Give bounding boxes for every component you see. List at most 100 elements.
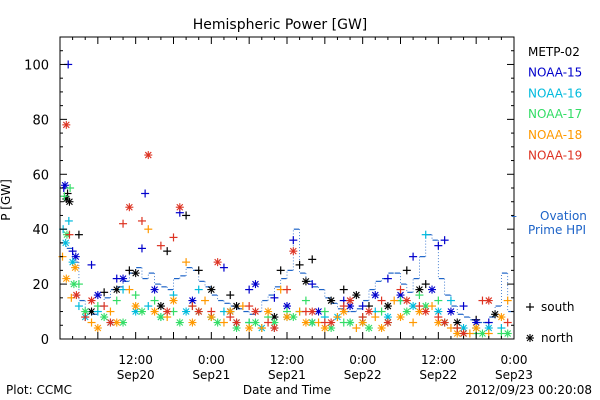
data-point-north bbox=[61, 181, 70, 190]
data-point-north bbox=[125, 203, 134, 212]
data-point-north bbox=[402, 296, 411, 305]
data-point-south bbox=[358, 302, 367, 311]
data-point-north bbox=[491, 310, 500, 319]
data-point-south bbox=[428, 302, 437, 311]
data-point-south bbox=[276, 266, 285, 275]
data-point-north bbox=[301, 277, 310, 286]
data-point-south bbox=[207, 307, 216, 316]
legend-north-marker bbox=[526, 334, 534, 342]
data-point-south bbox=[339, 302, 348, 311]
legend: METP-02 NOAA-15 NOAA-16 NOAA-17 NOAA-18 NOAA-… bbox=[511, 45, 587, 345]
x-tick-label-time: 12:00 bbox=[118, 353, 153, 367]
data-point-south bbox=[144, 302, 153, 311]
data-point-south bbox=[65, 230, 74, 239]
data-point-north bbox=[194, 307, 203, 316]
data-point-north bbox=[106, 318, 115, 327]
data-point-north bbox=[232, 318, 241, 327]
data-point-south bbox=[453, 324, 462, 333]
data-point-south bbox=[219, 263, 228, 272]
data-point-north bbox=[289, 247, 298, 256]
data-point-south bbox=[264, 318, 273, 327]
data-point-north bbox=[163, 307, 172, 316]
data-point-south bbox=[503, 318, 512, 327]
data-point-south bbox=[459, 302, 468, 311]
data-point-north bbox=[87, 296, 96, 305]
data-point-north bbox=[484, 296, 493, 305]
data-point-north bbox=[428, 285, 437, 294]
x-tick-label-time: 12:00 bbox=[270, 353, 305, 367]
data-point-south bbox=[257, 324, 266, 333]
data-point-south bbox=[194, 285, 203, 294]
data-point-north bbox=[396, 313, 405, 322]
y-tick-label: 0 bbox=[41, 333, 49, 348]
data-point-north bbox=[415, 285, 424, 294]
data-point-south bbox=[141, 189, 150, 198]
data-point-south bbox=[100, 302, 109, 311]
data-point-south bbox=[64, 216, 73, 225]
data-point-south bbox=[415, 291, 424, 300]
data-point-south bbox=[333, 313, 342, 322]
x-tick-label-date: Sep20 bbox=[117, 368, 155, 382]
x-tick-label-date: Sep23 bbox=[495, 368, 533, 382]
data-point-north bbox=[175, 203, 184, 212]
legend-ovation-label: Ovation bbox=[540, 209, 587, 223]
data-point-north bbox=[119, 274, 128, 283]
x-tick-label-date: Sep22 bbox=[344, 368, 382, 382]
legend-entry: NOAA-17 bbox=[528, 107, 582, 121]
data-point-north bbox=[503, 329, 512, 338]
data-point-north bbox=[440, 318, 449, 327]
data-point-south bbox=[503, 296, 512, 305]
y-tick-label: 20 bbox=[32, 278, 49, 293]
data-point-north bbox=[364, 324, 373, 333]
data-point-north bbox=[446, 307, 455, 316]
data-point-south bbox=[137, 244, 146, 253]
data-point-north bbox=[251, 318, 260, 327]
data-point-north bbox=[137, 307, 146, 316]
data-point-north bbox=[150, 285, 159, 294]
data-point-south bbox=[219, 318, 228, 327]
data-point-south bbox=[434, 296, 443, 305]
y-tick-label: 100 bbox=[24, 58, 49, 73]
data-point-north bbox=[207, 313, 216, 322]
footer-left: Plot: CCMC bbox=[6, 383, 72, 397]
y-tick-label: 80 bbox=[32, 113, 49, 128]
data-point-north bbox=[175, 318, 184, 327]
data-point-north bbox=[93, 324, 102, 333]
data-point-north bbox=[484, 324, 493, 333]
data-point-south bbox=[100, 288, 109, 297]
data-point-south bbox=[125, 266, 134, 275]
axes: 02040608010012:00Sep200:00Sep2112:00Sep2… bbox=[24, 36, 533, 382]
data-point-south bbox=[119, 219, 128, 228]
data-point-north bbox=[251, 280, 260, 289]
data-point-south bbox=[320, 307, 329, 316]
data-point-south bbox=[112, 296, 121, 305]
data-point-south bbox=[131, 291, 140, 300]
data-point-south bbox=[194, 266, 203, 275]
data-point-south bbox=[421, 280, 430, 289]
data-point-north bbox=[352, 291, 361, 300]
data-point-south bbox=[182, 211, 191, 220]
data-point-south bbox=[226, 313, 235, 322]
x-tick-label-time: 12:00 bbox=[421, 353, 456, 367]
data-point-north bbox=[213, 258, 222, 267]
data-point-north bbox=[472, 324, 481, 333]
data-point-north bbox=[62, 120, 71, 129]
data-point-south bbox=[182, 258, 191, 267]
scatter-points bbox=[58, 60, 512, 338]
data-point-south bbox=[81, 313, 90, 322]
y-tick-label: 40 bbox=[32, 223, 49, 238]
data-point-south bbox=[390, 296, 399, 305]
data-point-south bbox=[201, 296, 210, 305]
data-point-south bbox=[74, 230, 83, 239]
data-point-north bbox=[346, 296, 355, 305]
x-tick-label-date: Sep22 bbox=[419, 368, 457, 382]
data-point-north bbox=[301, 318, 310, 327]
data-point-south bbox=[295, 260, 304, 269]
data-point-north bbox=[283, 313, 291, 322]
data-point-north bbox=[131, 302, 140, 311]
legend-entry: NOAA-18 bbox=[528, 128, 582, 142]
legend-south-marker bbox=[526, 303, 534, 311]
data-point-south bbox=[106, 307, 115, 316]
data-point-north bbox=[383, 313, 392, 322]
